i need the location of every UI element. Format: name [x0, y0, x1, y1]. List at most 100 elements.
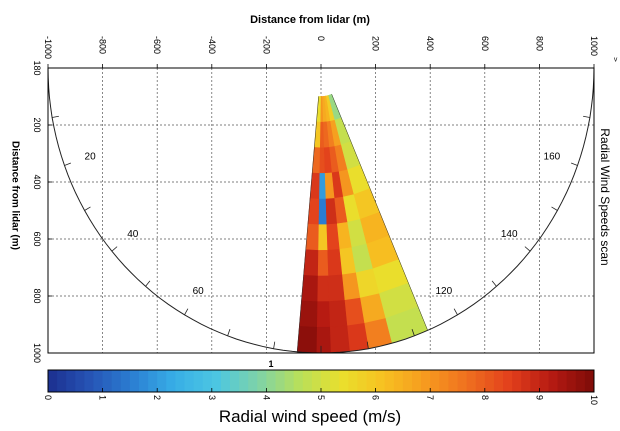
y-tick-label: 1000: [32, 343, 42, 363]
colorbar-segment: [493, 370, 504, 392]
scan-cell: [318, 147, 325, 174]
colorbar-segment: [66, 370, 76, 392]
colorbar-segment: [57, 370, 67, 392]
colorbar-segment: [484, 370, 495, 392]
colorbar-segment: [48, 370, 58, 392]
colorbar-tick-label: 5: [316, 395, 326, 400]
colorbar-segment: [175, 370, 185, 392]
colorbar-segment: [220, 370, 231, 392]
scan-cell: [303, 249, 319, 277]
scan-cell: [315, 326, 331, 354]
colorbar-segment: [503, 370, 513, 392]
colorbar-segment: [166, 370, 176, 392]
scan-cell: [327, 274, 345, 302]
x-tick-label: 600: [480, 36, 490, 51]
sector-edge: [331, 94, 428, 331]
x-tick-label: -800: [98, 36, 108, 54]
x-tick-label: 0: [316, 36, 326, 41]
bearing-tick: [366, 341, 369, 349]
bearing-label: 160: [544, 152, 561, 163]
sector-edge: [296, 96, 319, 352]
colorbar-segment: [230, 370, 240, 392]
colorbar-segment: [575, 370, 586, 392]
scan-sector: [296, 93, 429, 354]
colorbar-segment: [184, 370, 195, 392]
bearing-tick: [145, 280, 151, 287]
colorbar-segment: [330, 370, 340, 392]
scan-label: Radial Wind Speeds scan: [598, 128, 612, 266]
colorbar-segment: [475, 370, 486, 392]
colorbar-segment: [457, 370, 468, 392]
colorbar-segment: [321, 370, 331, 392]
colorbar-segment: [211, 370, 222, 392]
scan-cell: [299, 300, 318, 328]
bearing-tick: [84, 206, 91, 211]
colorbar-segment: [448, 370, 458, 392]
x-tick-label: 400: [425, 36, 435, 51]
scan-cell: [328, 300, 348, 328]
bearing-tick: [570, 162, 578, 166]
colorbar-segment: [357, 370, 367, 392]
scan-cell: [325, 223, 340, 251]
scan-cell: [329, 325, 350, 354]
colorbar-segment: [129, 370, 140, 392]
colorbar-segment: [430, 370, 440, 392]
bearing-label: 60: [193, 286, 205, 297]
scan-cell: [316, 275, 330, 302]
colorbar-segment: [302, 370, 313, 392]
y-tick-label: 180: [32, 60, 42, 75]
colorbar-segment: [584, 370, 595, 392]
colorbar-segment: [157, 370, 167, 392]
colorbar-segment: [439, 370, 449, 392]
colorbar-segment: [512, 370, 522, 392]
y-axis-label: Distance from lidar (m): [9, 141, 21, 250]
colorbar: 0 1 2 3 4 5 6 7 8 9 10: [43, 369, 599, 405]
colorbar-tick-label: 0: [43, 395, 53, 400]
y-tick-label: 200: [32, 117, 42, 132]
colorbar-segment: [257, 370, 267, 392]
colorbar-segment: [202, 370, 213, 392]
bearing-tick: [583, 115, 590, 118]
colorbar-segment: [566, 370, 577, 392]
scan-cell: [326, 249, 343, 277]
bearing-tick: [52, 115, 59, 118]
colorbar-segment: [402, 370, 413, 392]
bearing-tick: [273, 341, 276, 349]
scan-cell: [316, 301, 330, 328]
x-tick-label: 200: [371, 36, 381, 51]
colorbar-segment: [120, 370, 131, 392]
bearing-tick: [551, 206, 558, 211]
bearing-tick: [111, 246, 118, 252]
y-tick-label: 800: [32, 288, 42, 303]
bearing-tick: [184, 308, 189, 316]
scan-cell: [317, 224, 328, 251]
bearing-tick: [64, 162, 72, 166]
colorbar-segment: [293, 370, 304, 392]
bearing-label: 140: [501, 229, 518, 240]
colorbar-tick-label: 4: [261, 395, 271, 400]
colorbar-segment: [75, 370, 85, 392]
scan-cell: [318, 173, 326, 200]
colorbar-segment: [266, 370, 276, 392]
scan-cell: [309, 172, 320, 200]
inner-marker: 1: [268, 359, 273, 369]
colorbar-segment: [548, 370, 559, 392]
y-tick-label: 600: [32, 231, 42, 246]
colorbar-tick-label: 6: [371, 395, 381, 400]
colorbar-segment: [384, 370, 395, 392]
colorbar-segment: [375, 370, 386, 392]
colorbar-segment: [539, 370, 549, 392]
bearing-label: 120: [436, 286, 453, 297]
colorbar-tick-label: 1: [98, 395, 108, 400]
bearing-label: 20: [85, 152, 97, 163]
axes: -1000 -800 -600 -400 -200 0 200 400 600 800 1000 18…: [32, 36, 599, 363]
scan-cell: [296, 326, 317, 354]
x-tick-label: 1000: [589, 36, 599, 56]
colorbar-label: Radial wind speed (m/s): [218, 407, 402, 426]
colorbar-segment: [193, 370, 204, 392]
colorbar-tick-label: 2: [152, 395, 162, 400]
x-tick-label: -200: [261, 36, 271, 54]
bearing-tick: [491, 280, 497, 287]
colorbar-segment: [311, 370, 322, 392]
